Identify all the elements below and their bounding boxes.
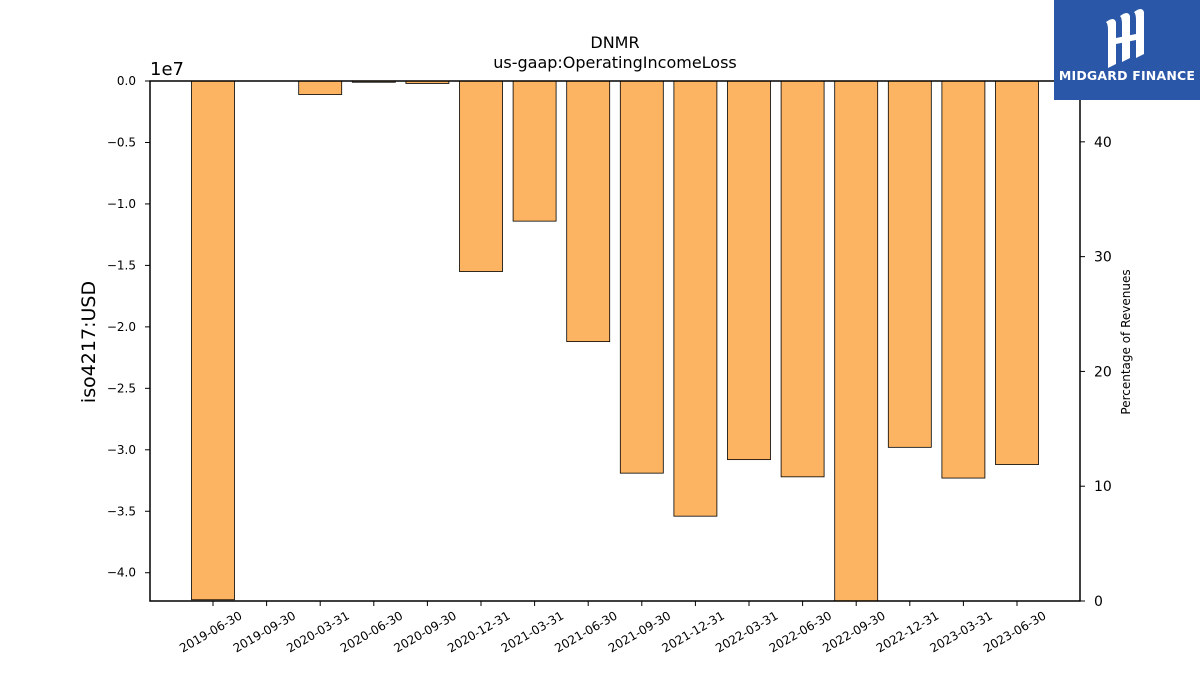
y-offset-text: 1e7: [150, 59, 184, 80]
y-tick-label: −4.0: [107, 566, 136, 580]
bar: [191, 80, 235, 601]
y2-tick-label: 0: [1094, 594, 1103, 610]
x-ticks: 2019-06-302019-09-302020-03-312020-06-30…: [177, 601, 1049, 655]
logo-mark-icon: [1106, 9, 1144, 68]
bar: [887, 80, 932, 448]
bar: [834, 80, 879, 602]
y2-ticks: 0 10 20 30 40: [1080, 135, 1112, 610]
y2-axis-label: Percentage of Revenues: [1119, 269, 1133, 414]
bar: [298, 80, 343, 95]
y2-tick-label: 40: [1094, 135, 1112, 151]
y-axis-label: iso4217:USD: [78, 281, 100, 403]
y-tick-label: −3.0: [107, 443, 136, 457]
y-tick-label: −0.5: [107, 135, 136, 149]
y-tick-label: −3.5: [107, 504, 136, 518]
bar: [995, 80, 1039, 465]
y-tick-label: 0.0: [117, 74, 136, 88]
y-ticks: 0.0 −0.5 −1.0 −1.5 −2.0 −2.5 −3.0 −3.5 −4.0: [107, 74, 150, 580]
bar: [459, 80, 503, 272]
midgard-finance-logo: MIDGARD FINANCE: [1054, 0, 1200, 100]
bar: [512, 80, 557, 222]
y-tick-label: −1.5: [107, 258, 136, 272]
plot-frame: [149, 80, 1081, 602]
y-tick-label: −2.0: [107, 320, 136, 334]
bar: [727, 80, 771, 461]
bar: [566, 80, 611, 343]
y-tick-label: −1.0: [107, 197, 136, 211]
y2-tick-label: 30: [1094, 250, 1112, 266]
bar: [780, 80, 825, 478]
bar: [941, 80, 986, 479]
chart-title: DNMR: [590, 33, 639, 52]
bar: [619, 80, 664, 474]
y-tick-label: −2.5: [107, 381, 136, 395]
logo-text: MIDGARD FINANCE: [1058, 68, 1196, 83]
y2-tick-label: 20: [1094, 364, 1112, 380]
chart-subtitle: us-gaap:OperatingIncomeLoss: [493, 53, 737, 72]
bar: [673, 80, 718, 517]
bars-group: [191, 80, 1039, 602]
y2-tick-label: 10: [1094, 479, 1112, 495]
